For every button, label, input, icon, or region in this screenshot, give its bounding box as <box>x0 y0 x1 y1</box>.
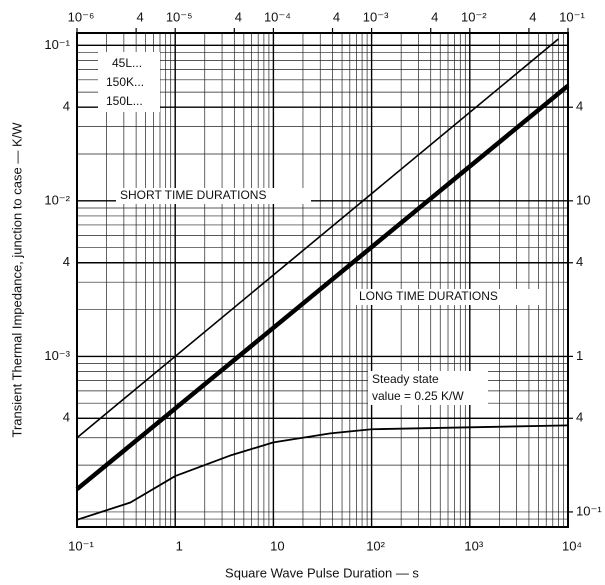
y-tick-label: 10⁻² <box>44 192 70 207</box>
y-axis-title: Transient Thermal Impedance, junction to… <box>9 122 24 438</box>
x-tick-label: 10² <box>366 538 385 553</box>
y-tick-label: 4 <box>63 254 70 269</box>
annotation: SHORT TIME DURATIONS <box>120 188 266 202</box>
x2-tick-label: 10⁻⁵ <box>166 9 193 24</box>
x-axis-title: Square Wave Pulse Duration — s <box>225 565 419 580</box>
x-tick-label: 10⁴ <box>562 538 582 553</box>
y2-tick-label: 4 <box>576 410 583 425</box>
x2-tick-label: 4 <box>529 9 536 24</box>
label-box <box>355 289 545 305</box>
annotation: 150L... <box>106 94 143 108</box>
x-tick-label: 10³ <box>464 538 483 553</box>
label-box <box>368 371 488 405</box>
x2-tick-label: 10⁻² <box>461 9 487 24</box>
y2-tick-label: 4 <box>576 99 583 114</box>
label-box <box>98 52 160 112</box>
plot-frame <box>76 32 569 528</box>
y-tick-label: 4 <box>63 410 70 425</box>
grid <box>76 33 569 528</box>
x2-tick-label: 10⁻¹ <box>559 9 585 24</box>
x2-tick-label: 10⁻³ <box>363 9 389 24</box>
x-tick-label: 1 <box>176 538 183 553</box>
curve <box>76 424 569 521</box>
annotations: 45L... 150K... 150L... SHORT TIME DURATI… <box>98 52 545 405</box>
annotation: value = 0.25 K/W <box>372 389 464 403</box>
y2-tick-label: 10⁻¹ <box>576 503 602 518</box>
y2-tick-label: 4 <box>576 254 583 269</box>
x-tick-label: 10⁻¹ <box>68 538 94 553</box>
annotation: 45L... <box>112 56 142 70</box>
x-tick-label: 10 <box>270 538 284 553</box>
annotation: LONG TIME DURATIONS <box>359 289 498 303</box>
x2-tick-label: 4 <box>431 9 438 24</box>
y2-tick-label: 1 <box>576 348 583 363</box>
curve <box>75 83 570 491</box>
y-tick-label: 4 <box>63 99 70 114</box>
x2-tick-label: 4 <box>137 9 144 24</box>
x2-tick-label: 4 <box>235 9 242 24</box>
curve <box>76 38 559 439</box>
x2-tick-label: 10⁻⁶ <box>68 9 95 24</box>
y2-tick-label: 10 <box>576 192 590 207</box>
x2-tick-label: 4 <box>333 9 340 24</box>
label-box <box>116 188 311 204</box>
lines <box>75 38 570 521</box>
y-tick-label: 10⁻¹ <box>44 37 70 52</box>
y-tick-label: 10⁻³ <box>44 348 70 363</box>
annotation: Steady state <box>372 372 439 386</box>
annotation: 150K... <box>106 75 144 89</box>
x2-tick-label: 10⁻⁴ <box>264 9 291 24</box>
